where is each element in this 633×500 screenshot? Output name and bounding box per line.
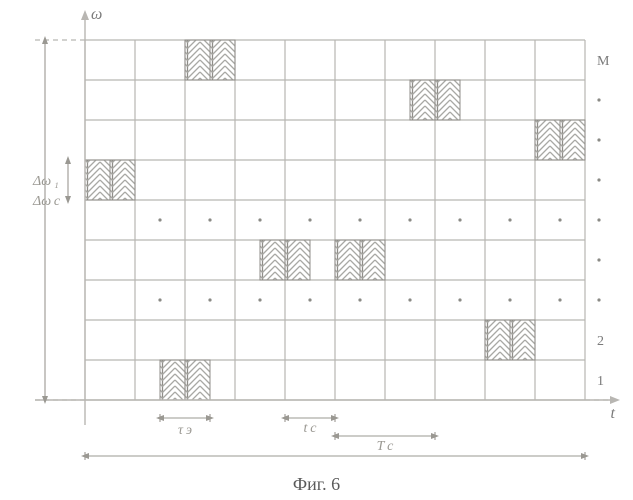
- y-axis-label: ω: [91, 6, 102, 23]
- svg-text:Δω ₁: Δω ₁: [32, 174, 59, 189]
- x-axis-label: t: [611, 405, 616, 422]
- svg-text:1: 1: [597, 374, 604, 389]
- axes: ωt: [35, 6, 616, 425]
- svg-text:M: M: [597, 54, 610, 69]
- figure-caption: Фиг. 6: [293, 474, 340, 494]
- svg-text:T c: T c: [377, 439, 395, 454]
- svg-text:2: 2: [597, 334, 604, 349]
- svg-text:Δω c: Δω c: [32, 194, 61, 209]
- svg-text:t c: t c: [304, 421, 318, 436]
- svg-text:τ э: τ э: [178, 423, 192, 438]
